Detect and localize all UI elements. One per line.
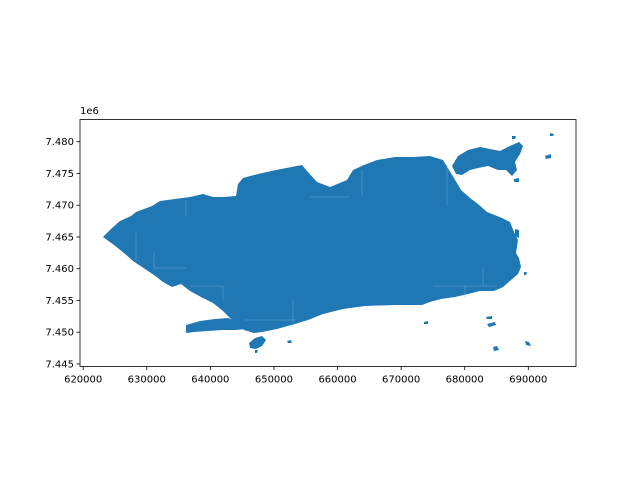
y-tick-label: 7.470 [45,201,74,212]
islet-polygon [487,322,496,327]
map-polygons [103,133,554,353]
islet-polygon [550,133,554,136]
y-tick-label: 7.455 [45,296,74,307]
islet-polygon [545,154,551,159]
x-tick-label: 620000 [64,375,102,386]
x-tick-label: 680000 [446,375,484,386]
rio-mainland-polygon [103,156,521,333]
x-tick-label: 630000 [128,375,166,386]
islet-polygon [424,321,428,324]
axes-frame [79,119,577,367]
y-tick-label: 7.475 [45,169,74,180]
y-offset-label: 1e6 [80,106,99,117]
islet-polygon [515,229,519,238]
islet-polygon [486,316,492,319]
x-axis: 620000 630000 640000 650000 660000 670000 6800… [64,366,547,386]
islet-polygon [514,178,519,182]
y-tick-label: 7.480 [45,137,74,148]
x-tick-label: 670000 [382,375,420,386]
y-axis: 7.445 7.450 7.455 7.460 7.465 7.470 7.475 7.480 [45,137,80,370]
y-tick-label: 7.450 [45,328,74,339]
islet-polygon [524,272,527,275]
y-tick-label: 7.460 [45,264,74,275]
islet-polygon [493,346,499,351]
south-islet-polygon [249,336,266,349]
x-tick-label: 660000 [318,375,356,386]
x-tick-label: 640000 [191,375,229,386]
y-tick-label: 7.445 [45,359,74,370]
islet-polygon [512,136,516,139]
y-tick-label: 7.465 [45,232,74,243]
northeast-island-polygon [452,142,523,176]
x-tick-label: 690000 [509,375,547,386]
x-tick-label: 650000 [255,375,293,386]
islet-polygon [525,341,531,346]
southwest-sandbar-polygon [186,318,246,333]
islet-polygon [255,350,258,353]
islet-polygon [287,340,292,343]
district-boundaries [135,165,497,323]
